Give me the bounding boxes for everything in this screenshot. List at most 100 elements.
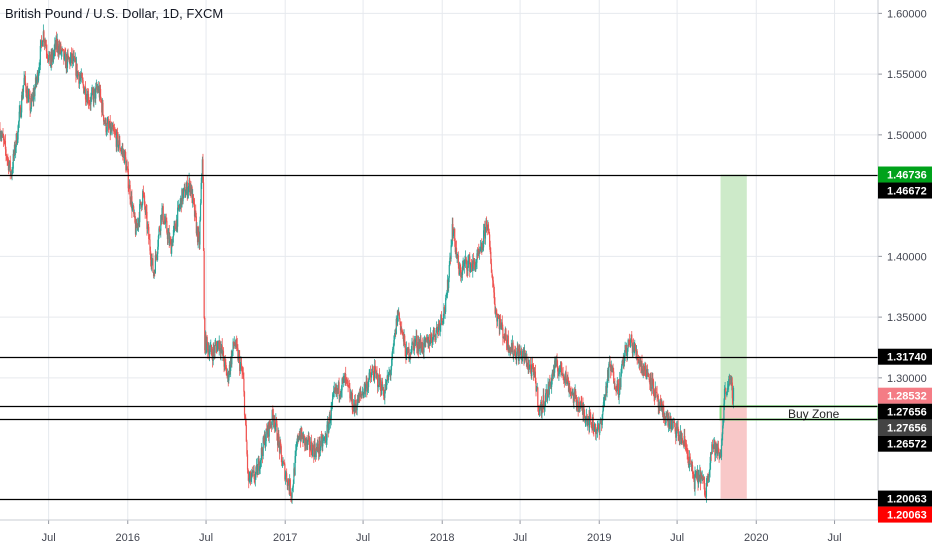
candle-body xyxy=(125,157,127,171)
candle-body xyxy=(687,456,689,465)
candle-body xyxy=(105,119,107,133)
candle-body xyxy=(87,93,89,104)
candle-body xyxy=(233,341,235,346)
candle-body xyxy=(34,77,37,89)
candle-body xyxy=(537,406,540,411)
candle-body xyxy=(553,369,555,373)
candle-body xyxy=(621,361,623,367)
candle-body xyxy=(163,221,165,224)
candle-body xyxy=(274,420,276,427)
candle-body xyxy=(61,48,63,52)
candle-body xyxy=(479,251,481,252)
candle-body xyxy=(558,370,561,373)
candle-body xyxy=(31,95,34,100)
candle-body xyxy=(584,415,586,422)
candle-body xyxy=(605,386,608,394)
candle-body xyxy=(22,91,24,99)
candle-body xyxy=(109,121,111,128)
candle-body xyxy=(12,168,14,171)
candle-body xyxy=(366,381,368,392)
candle-body xyxy=(60,51,63,54)
candle-body xyxy=(392,348,394,354)
candle-body xyxy=(379,379,381,385)
candle-body xyxy=(423,338,426,340)
candle-body xyxy=(350,394,352,401)
candle-body xyxy=(6,155,8,159)
candle-body xyxy=(608,363,610,378)
horizontal-levels[interactable] xyxy=(0,174,878,501)
candle-body xyxy=(365,381,367,386)
candle-body xyxy=(620,373,622,388)
candle-body xyxy=(525,356,527,360)
candle-body xyxy=(714,442,717,456)
price-label: 1.27656 xyxy=(887,407,927,419)
candle-body xyxy=(34,88,36,96)
candle-body xyxy=(572,393,574,395)
candle-body xyxy=(430,334,432,338)
candle-body xyxy=(656,392,658,398)
candle-body xyxy=(39,45,41,66)
candle-body xyxy=(130,196,132,204)
candle-body xyxy=(257,464,259,475)
candle-body xyxy=(316,448,318,450)
candle-body xyxy=(77,71,79,77)
candle-body xyxy=(333,388,335,391)
candle-body xyxy=(702,478,705,480)
candle-body xyxy=(503,336,505,340)
candle-body xyxy=(196,226,198,234)
candle-body xyxy=(179,203,181,208)
candle-body xyxy=(597,424,599,428)
candle-body xyxy=(21,95,23,99)
candle-body xyxy=(22,85,25,92)
candle-body xyxy=(380,379,382,391)
candle-body xyxy=(690,463,692,467)
candle-body xyxy=(722,421,724,426)
candle-body xyxy=(413,343,415,351)
candle-body xyxy=(227,372,229,376)
candle-body xyxy=(706,476,708,484)
candle-body xyxy=(130,199,132,204)
candle-body xyxy=(0,136,2,137)
candle-body xyxy=(564,372,567,379)
candle-body xyxy=(525,359,527,361)
candle-body xyxy=(224,358,226,367)
candle-body xyxy=(395,329,397,334)
candle-body xyxy=(371,370,373,374)
candle-body xyxy=(78,77,81,84)
candle-body xyxy=(634,343,636,350)
candle-body xyxy=(490,263,493,273)
candle-body xyxy=(216,344,219,352)
candle-body xyxy=(41,41,43,47)
candle-body xyxy=(237,347,239,361)
candle-body xyxy=(658,405,661,411)
candle-body xyxy=(195,216,197,234)
candle-body xyxy=(487,224,490,229)
candle-body xyxy=(227,372,229,381)
price-label-badge xyxy=(878,506,932,523)
candle-body xyxy=(162,206,164,222)
candle-body xyxy=(313,448,315,457)
price-label: 1.46736 xyxy=(887,170,927,182)
candle-body xyxy=(26,89,28,99)
candle-body xyxy=(639,361,641,366)
candle-body xyxy=(493,285,495,293)
candle-body xyxy=(213,347,215,351)
candle-body xyxy=(703,478,705,483)
candle-body xyxy=(149,239,151,251)
candle-body xyxy=(188,179,190,186)
candle-body xyxy=(42,31,44,41)
candle-body xyxy=(416,335,418,348)
candle-body xyxy=(160,214,162,231)
candle-body xyxy=(321,436,323,438)
candle-body xyxy=(567,376,569,381)
candle-body xyxy=(668,418,670,427)
candle-body xyxy=(573,391,576,397)
candle-body xyxy=(310,441,312,453)
candle-body xyxy=(324,436,326,438)
candle-body xyxy=(4,140,7,150)
candle-body xyxy=(430,334,432,343)
candle-body xyxy=(511,342,514,353)
candle-body xyxy=(458,268,461,275)
